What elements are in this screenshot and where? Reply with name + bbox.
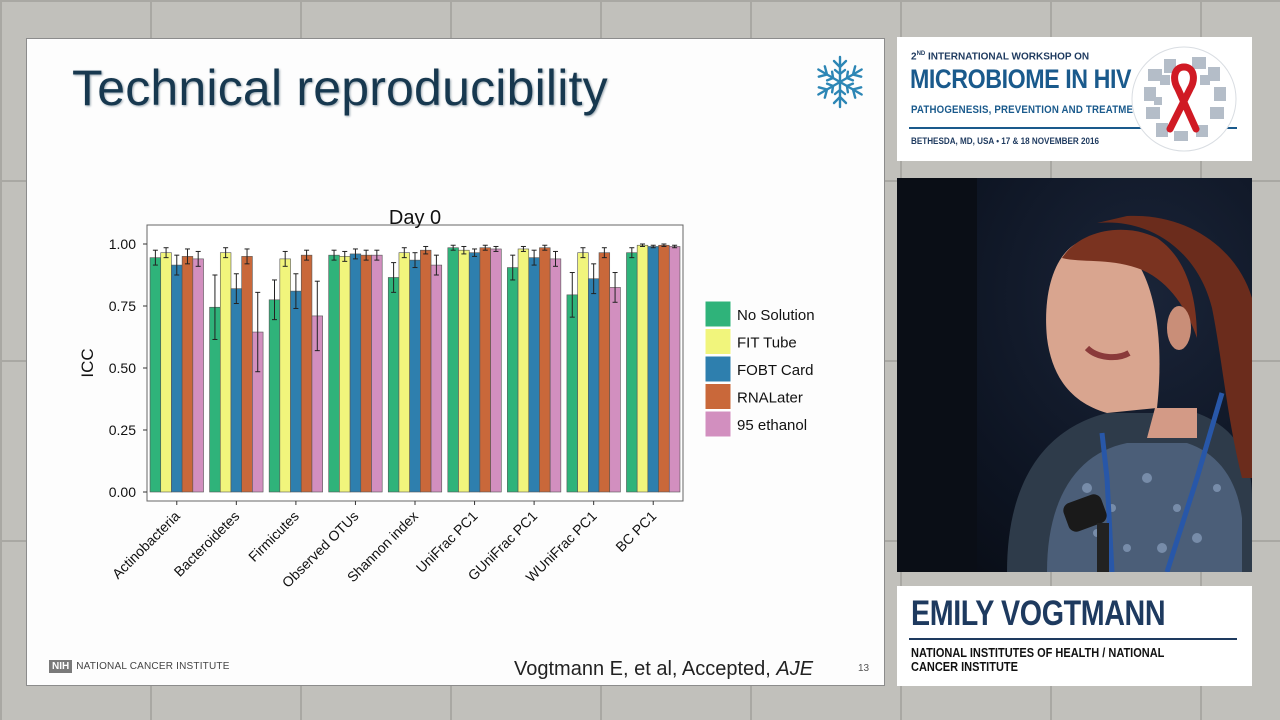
y-tick-label: 0.25	[109, 422, 136, 438]
nci-label: NATIONAL CANCER INSTITUTE	[76, 661, 230, 672]
slide-number: 13	[858, 663, 870, 674]
legend-label: RNALater	[737, 390, 803, 407]
bar	[420, 249, 432, 493]
bar	[279, 258, 291, 493]
bar	[387, 277, 400, 493]
bar	[598, 252, 611, 493]
bar	[171, 264, 183, 493]
citation: Vogtmann E, et al, Accepted, AJE	[514, 658, 813, 681]
nih-logo-box: NIH	[49, 660, 73, 673]
speaker-video	[897, 178, 1252, 572]
banner-line1-rest: INTERNATIONAL WORKSHOP ON	[925, 51, 1090, 63]
bar	[160, 252, 172, 493]
bar	[468, 252, 481, 493]
bar	[517, 248, 530, 493]
bar	[349, 253, 362, 493]
speaker-name: EMILY VOGTMANN	[911, 594, 1166, 633]
banner-location: BETHESDA, MD, USA • 17 & 18 NOVEMBER 201…	[911, 136, 1099, 146]
y-tick-label: 0.75	[109, 298, 136, 314]
bar	[192, 258, 204, 493]
bar	[458, 249, 470, 493]
legend-swatch	[704, 328, 732, 355]
bar	[668, 246, 681, 493]
legend-label: FIT Tube	[737, 335, 797, 352]
presentation-slide: Technical reproducibility Day 0 ICC 0.00 0.…	[26, 38, 885, 686]
legend-swatch	[704, 410, 732, 438]
banner-ordinal: 2	[911, 51, 917, 63]
bar	[181, 256, 194, 493]
bar	[588, 278, 600, 493]
bar	[339, 256, 351, 493]
speaker-affiliation: NATIONAL INSTITUTES OF HEALTH / NATIONAL…	[911, 646, 1165, 674]
y-tick-label: 0.50	[109, 360, 136, 376]
bar	[647, 246, 659, 493]
bar	[409, 259, 421, 493]
speaker-image	[897, 178, 1252, 572]
legend-swatch	[704, 383, 732, 410]
chart-title: Day 0	[389, 207, 441, 229]
bar	[577, 252, 589, 493]
bar	[290, 290, 302, 493]
red-ribbon-icon	[1131, 46, 1237, 152]
speaker-namecard: EMILY VOGTMANN NATIONAL INSTITUTES OF HE…	[897, 586, 1252, 686]
bar	[360, 254, 372, 493]
bar	[549, 258, 562, 493]
bar	[626, 252, 638, 493]
banner-divider	[909, 127, 1237, 129]
bar	[219, 252, 232, 493]
bar	[479, 247, 491, 493]
citation-text: Vogtmann E, et al, Accepted,	[514, 658, 777, 680]
bar	[636, 244, 649, 493]
bar	[300, 254, 313, 493]
bar	[490, 248, 502, 493]
bar	[371, 254, 383, 493]
bar	[447, 247, 459, 493]
banner-subtitle: PATHOGENESIS, PREVENTION AND TREATMENT	[911, 104, 1147, 116]
bar	[528, 257, 540, 493]
citation-journal: AJE	[776, 658, 814, 680]
nih-logo: NIH NATIONAL CANCER INSTITUTE	[49, 660, 230, 673]
bar	[430, 264, 443, 493]
bar	[398, 252, 410, 493]
bar	[609, 287, 621, 493]
banner-title: MICROBIOME IN HIV	[910, 64, 1132, 94]
x-tick-label: BC PC1	[612, 508, 659, 555]
bar	[241, 256, 253, 493]
y-tick-label: 0.00	[109, 484, 136, 500]
slide-title: Technical reproducibility	[72, 60, 608, 116]
bar	[268, 299, 281, 493]
legend-label: FOBT Card	[737, 362, 813, 379]
bar	[539, 247, 551, 493]
bar	[230, 288, 242, 493]
bar	[507, 267, 519, 493]
bar	[149, 257, 162, 493]
banner-ordinal-suffix: ND	[916, 51, 926, 57]
snowflake-icon	[814, 55, 866, 109]
legend-label: No Solution	[737, 307, 815, 324]
x-tick-label: Firmicutes	[245, 508, 302, 565]
y-axis-label: ICC	[78, 348, 97, 377]
y-tick-label: 1.00	[109, 236, 136, 252]
icc-bar-chart: Day 0ICC0.000.250.500.751.00Actinobacter…	[78, 207, 815, 591]
bar	[566, 294, 578, 493]
namecard-divider	[909, 638, 1237, 640]
legend-swatch	[704, 300, 732, 328]
workshop-banner: 2ND INTERNATIONAL WORKSHOP ON MICROBIOME…	[897, 37, 1252, 161]
bar	[328, 254, 340, 493]
banner-line1: 2ND INTERNATIONAL WORKSHOP ON	[911, 51, 1089, 62]
legend-swatch	[704, 355, 732, 383]
bar	[658, 244, 670, 493]
legend-label: 95 ethanol	[737, 417, 807, 434]
